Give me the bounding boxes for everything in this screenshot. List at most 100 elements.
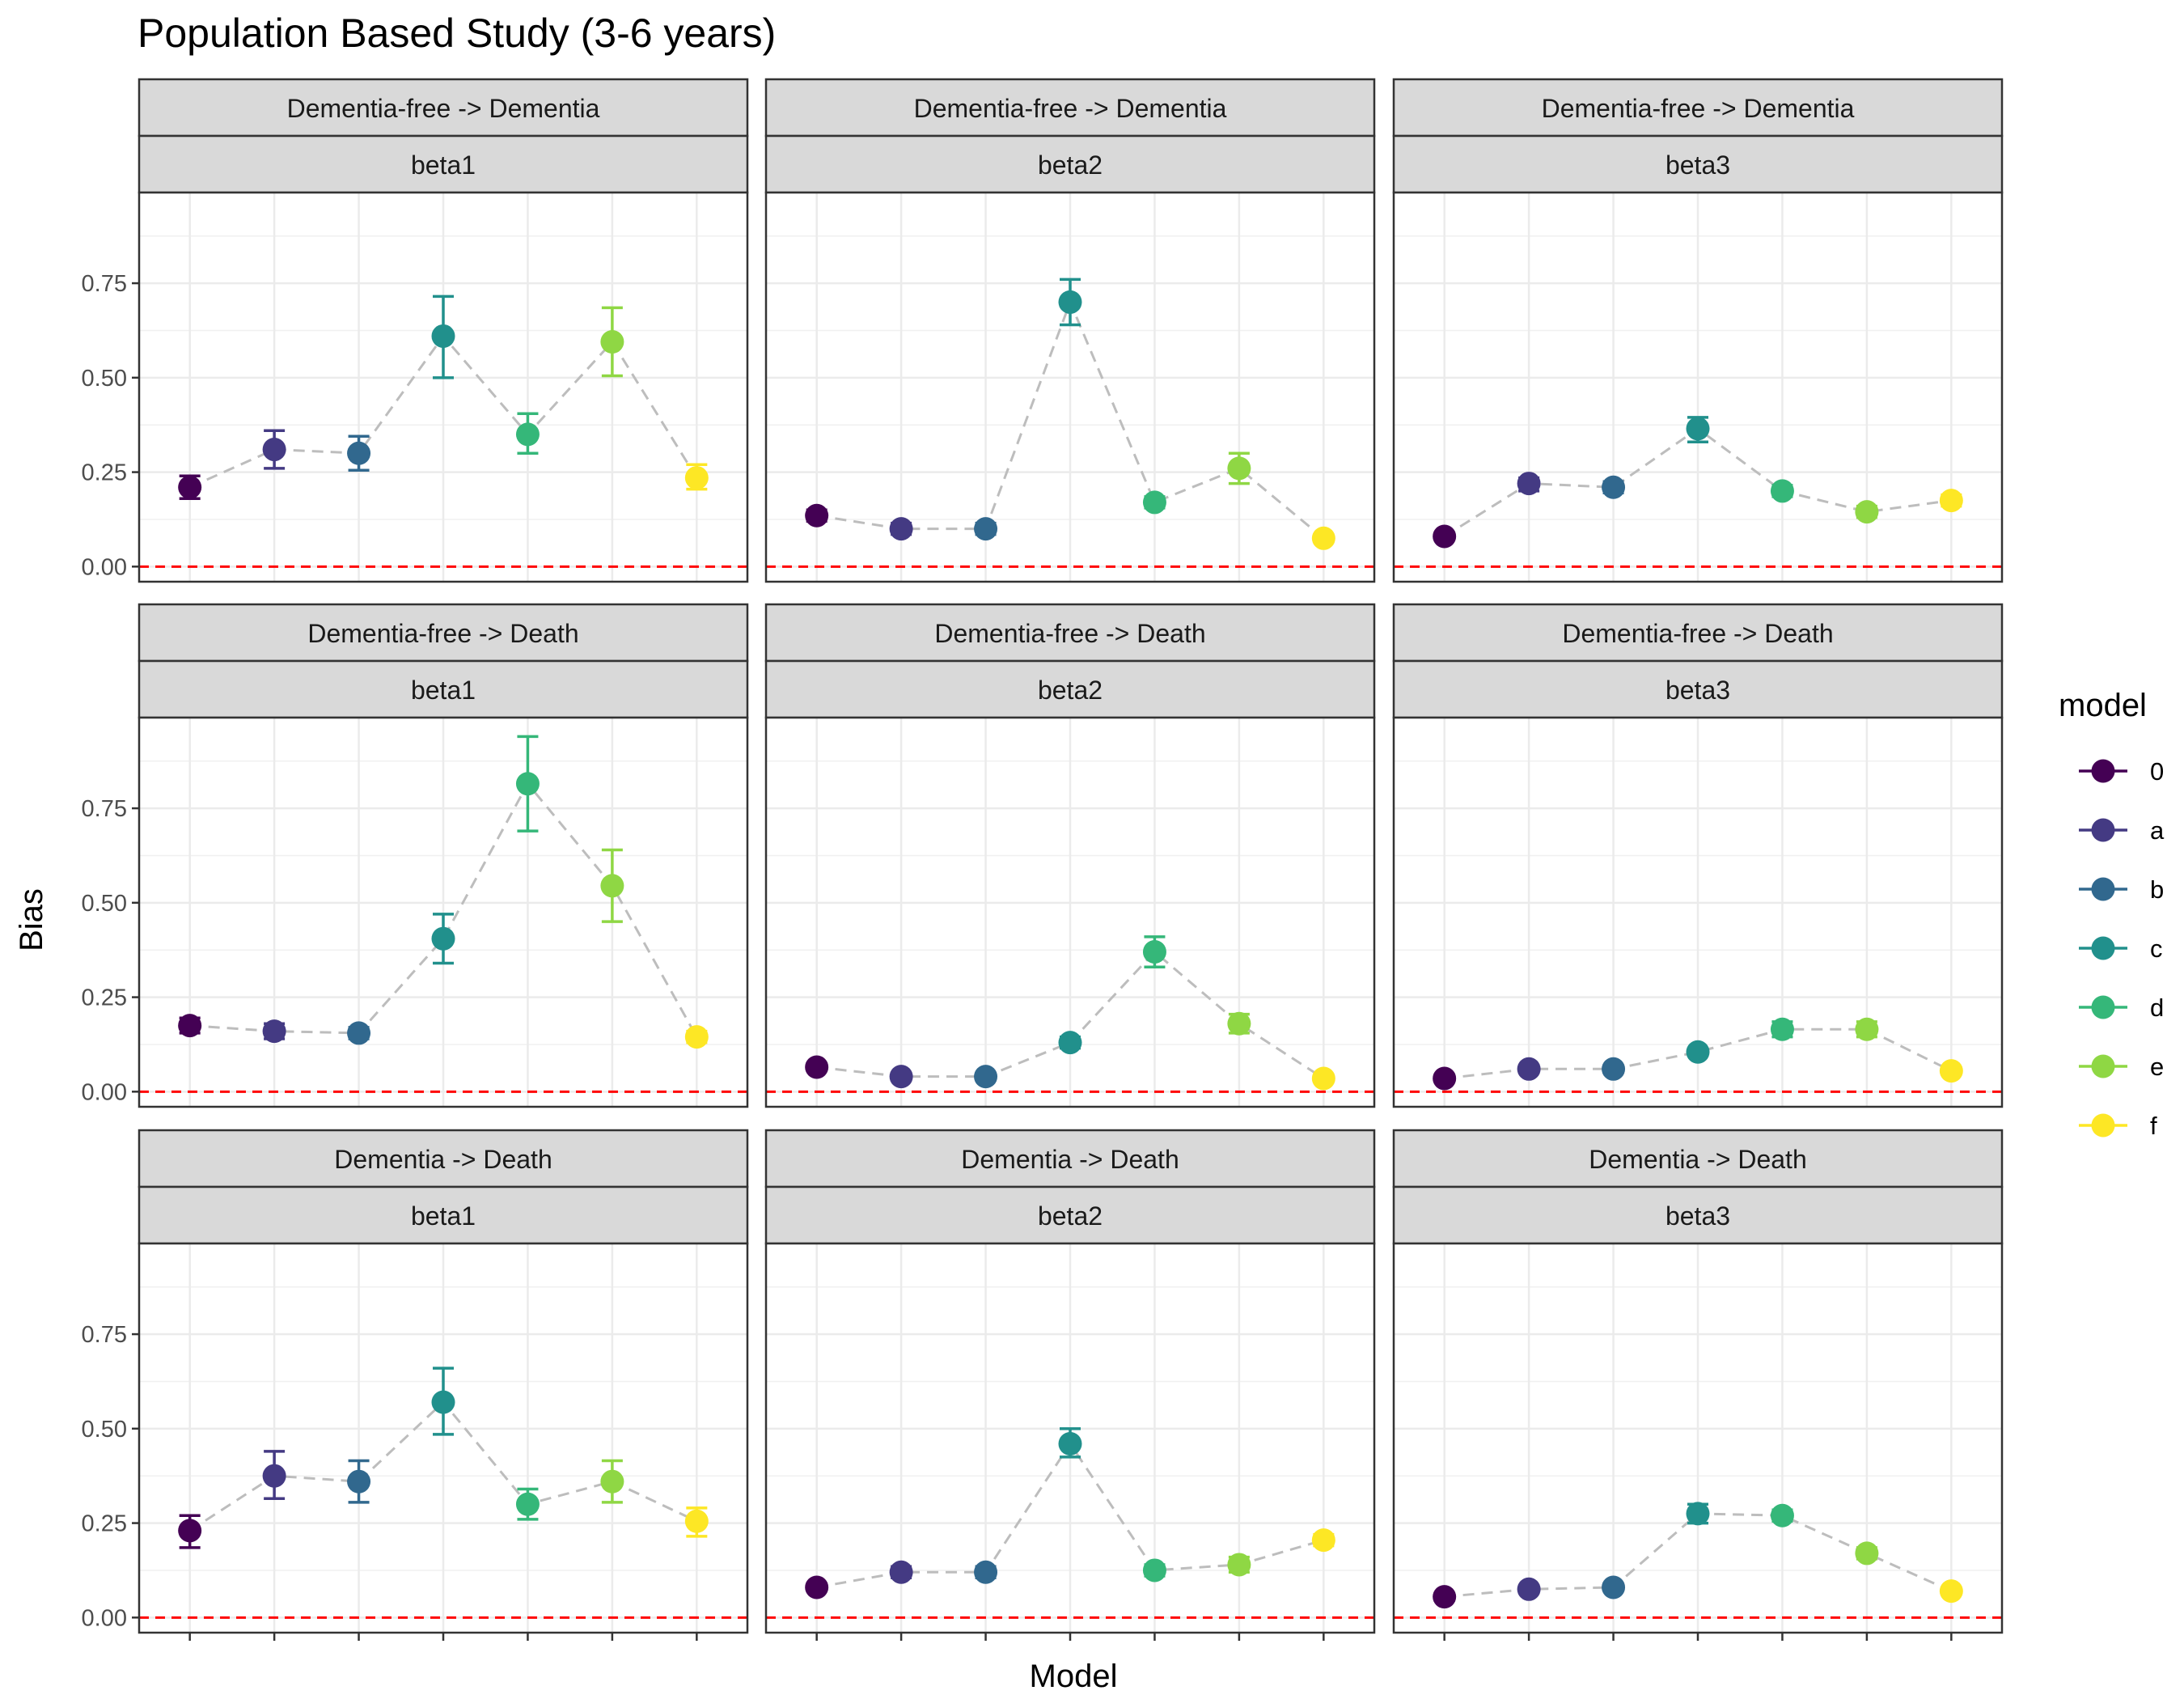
data-point <box>515 1492 540 1516</box>
legend-entry-label: f <box>2150 1112 2157 1140</box>
facet-strip-param <box>138 1185 749 1245</box>
data-point <box>431 926 455 951</box>
legend-key-point <box>2091 877 2115 901</box>
data-point <box>178 475 202 499</box>
y-tick-label: 0.75 <box>82 271 127 297</box>
data-point <box>1939 1059 1963 1083</box>
data-point <box>1433 524 1457 549</box>
y-axis-label: Bias <box>14 888 49 951</box>
data-point <box>1686 417 1710 441</box>
data-point <box>889 1065 913 1089</box>
legend-entry: e <box>2079 1053 2164 1081</box>
data-point <box>1686 1040 1710 1064</box>
data-point <box>1855 1541 1879 1566</box>
legend-entry-label: d <box>2150 994 2164 1022</box>
data-point <box>262 438 286 462</box>
legend-entry: f <box>2079 1112 2157 1140</box>
facet-strip-param <box>1392 134 2004 194</box>
facet-strip-param-label: beta2 <box>1038 676 1103 705</box>
y-tick-label: 0.00 <box>82 554 127 580</box>
facet-panel: Dementia-free -> Death beta1 0.00 0.25 0.50 0… <box>82 603 749 1108</box>
data-point <box>1227 456 1251 481</box>
facet-strip-param-label: beta3 <box>1666 1201 1730 1231</box>
facet-strip-param-label: beta1 <box>411 150 476 180</box>
facet-strip-transition <box>138 78 749 138</box>
legend-entry: b <box>2079 875 2164 904</box>
data-point <box>1517 1577 1541 1601</box>
data-point <box>1227 1011 1251 1036</box>
facet-strip-param-label: beta2 <box>1038 150 1103 180</box>
facet-strip-transition <box>1392 603 2004 663</box>
data-point <box>600 1469 624 1494</box>
data-point <box>805 1575 829 1599</box>
facet-strip-transition-label: Dementia-free -> Death <box>934 619 1205 648</box>
data-point <box>1058 1432 1082 1456</box>
facet-panel: Dementia-free -> Dementia beta2 <box>764 78 1376 583</box>
legend-key-point <box>2091 1113 2115 1138</box>
y-tick-label: 0.25 <box>82 1511 127 1537</box>
data-point <box>1311 526 1335 550</box>
legend-key-point <box>2091 818 2115 842</box>
y-tick-label: 0.50 <box>82 891 127 917</box>
data-point <box>1433 1066 1457 1091</box>
facet-strip-transition-label: Dementia-free -> Death <box>307 619 578 648</box>
data-point <box>347 1021 371 1045</box>
data-point <box>1311 1528 1335 1553</box>
data-point <box>1855 1017 1879 1041</box>
data-point <box>1227 1553 1251 1577</box>
data-point <box>347 441 371 465</box>
facet-strip-transition-label: Dementia-free -> Dementia <box>1542 94 1855 123</box>
data-point <box>1770 479 1794 503</box>
facet-strip-transition-label: Dementia-free -> Death <box>1562 619 1833 648</box>
facet-strip-transition <box>764 1129 1376 1188</box>
legend-key-point <box>2091 995 2115 1019</box>
data-point <box>974 1560 998 1584</box>
facet-strip-transition-label: Dementia -> Death <box>1589 1145 1806 1174</box>
facet-panel: Dementia -> Death beta1 0.00 0.25 0.50 0.75 <box>82 1129 749 1641</box>
data-point <box>1311 1066 1335 1091</box>
facet-grid: Dementia-free -> Dementia beta1 0.00 0.25 0.… <box>82 78 2004 1641</box>
data-point <box>1939 1579 1963 1604</box>
legend-entry-label: a <box>2150 816 2165 845</box>
data-point <box>1142 490 1166 515</box>
data-point <box>974 1065 998 1089</box>
legend-entry-label: e <box>2150 1053 2164 1081</box>
y-tick-label: 0.25 <box>82 985 127 1011</box>
y-tick-label: 0.75 <box>82 796 127 822</box>
data-point <box>889 517 913 541</box>
facet-strip-transition-label: Dementia -> Death <box>961 1145 1179 1174</box>
legend-entry: a <box>2079 816 2165 845</box>
y-tick-label: 0.00 <box>82 1605 127 1631</box>
legend-entry: c <box>2079 934 2163 963</box>
panel-border <box>138 716 749 1108</box>
data-point <box>1855 500 1879 524</box>
data-point <box>1770 1503 1794 1527</box>
legend-key-point <box>2091 759 2115 783</box>
legend-key-point <box>2091 1054 2115 1078</box>
facet-panel: Dementia-free -> Dementia beta1 0.00 0.25 0.… <box>82 78 749 583</box>
data-point <box>805 503 829 527</box>
facet-strip-transition <box>1392 1129 2004 1188</box>
data-point <box>805 1055 829 1079</box>
data-point <box>1142 940 1166 964</box>
data-point <box>974 517 998 541</box>
facet-panel: Dementia-free -> Death beta3 <box>1392 603 2004 1108</box>
data-point <box>1058 290 1082 314</box>
legend-entry-label: c <box>2150 934 2163 963</box>
data-point <box>178 1014 202 1038</box>
data-point <box>262 1464 286 1488</box>
legend-entry: 0 <box>2079 757 2164 786</box>
data-point <box>1770 1017 1794 1041</box>
data-point <box>515 772 540 796</box>
facet-strip-transition-label: Dementia -> Death <box>334 1145 552 1174</box>
facet-strip-transition-label: Dementia-free -> Dementia <box>914 94 1227 123</box>
facet-strip-transition <box>138 603 749 663</box>
y-tick-label: 0.00 <box>82 1079 127 1105</box>
data-point <box>684 466 709 490</box>
data-point <box>178 1519 202 1543</box>
data-point <box>1602 1575 1626 1599</box>
data-point <box>1602 1057 1626 1081</box>
facet-panel: Dementia-free -> Death beta2 <box>764 603 1376 1108</box>
data-point <box>889 1560 913 1584</box>
